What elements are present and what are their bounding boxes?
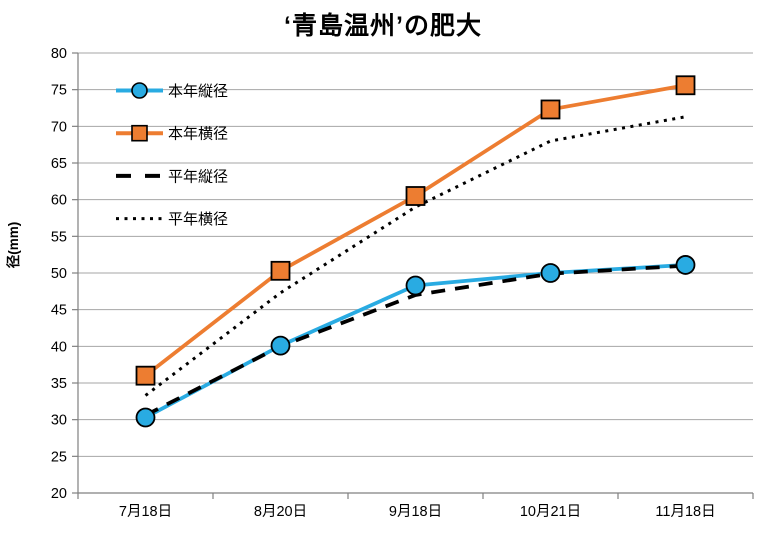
x-tick-label: 9月18日 <box>389 504 442 520</box>
data-point-本年縦径 <box>270 335 291 356</box>
data-point-本年縦径 <box>135 407 156 428</box>
data-point-本年横径 <box>675 75 696 96</box>
y-tick-label: 25 <box>51 449 67 465</box>
legend-label: 本年縦径 <box>168 83 228 100</box>
y-axis-title: 径(mm) <box>5 222 21 269</box>
data-point-本年横径 <box>135 365 156 386</box>
x-tick-label: 8月20日 <box>254 504 307 520</box>
legend-item-本年縦径: 本年縦径 <box>116 82 228 100</box>
y-tick-label: 80 <box>51 46 67 62</box>
legend-label: 平年縦径 <box>168 168 228 185</box>
y-tick-label: 40 <box>51 339 67 355</box>
data-point-本年縦径 <box>405 275 426 296</box>
grid-layer <box>78 52 753 457</box>
series-line-平年横径 <box>144 115 686 397</box>
data-point-本年横径 <box>270 260 291 281</box>
y-tick-label: 35 <box>51 376 67 392</box>
axis-layer: 20 25 30 35 40 45 50 55 60 65 70 75 80 7月18日 8月20日 9月18… <box>51 46 754 520</box>
data-point-本年横径 <box>540 99 561 120</box>
series-layer <box>135 75 696 428</box>
legend-marker-本年横径 <box>131 124 148 142</box>
legend-item-本年横径: 本年横径 <box>116 124 228 143</box>
chart-title: ‘青島温州’の肥大 <box>284 12 482 40</box>
y-tick-label: 50 <box>51 266 67 282</box>
y-tick-label: 70 <box>51 119 67 135</box>
legend-label: 本年横径 <box>168 126 228 143</box>
y-tick-label: 45 <box>51 303 67 319</box>
legend-item-平年縦径: 平年縦径 <box>116 168 228 185</box>
legend-marker-本年縦径 <box>131 82 148 99</box>
legend-label: 平年横径 <box>168 211 228 228</box>
y-tick-label: 60 <box>51 193 67 209</box>
y-tick-label: 75 <box>51 83 67 99</box>
y-tick-label: 65 <box>51 156 67 172</box>
data-point-本年縦径 <box>675 255 696 275</box>
data-point-本年縦径 <box>540 263 561 283</box>
legend-item-平年横径: 平年横径 <box>116 211 228 228</box>
y-tick-label: 20 <box>51 486 67 502</box>
y-tick-label: 30 <box>51 413 67 429</box>
data-point-本年横径 <box>405 186 426 206</box>
x-tick-label: 10月21日 <box>520 504 581 520</box>
x-tick-label: 7月18日 <box>119 504 172 520</box>
y-tick-label: 55 <box>51 229 67 245</box>
x-tick-label: 11月18日 <box>655 504 715 520</box>
